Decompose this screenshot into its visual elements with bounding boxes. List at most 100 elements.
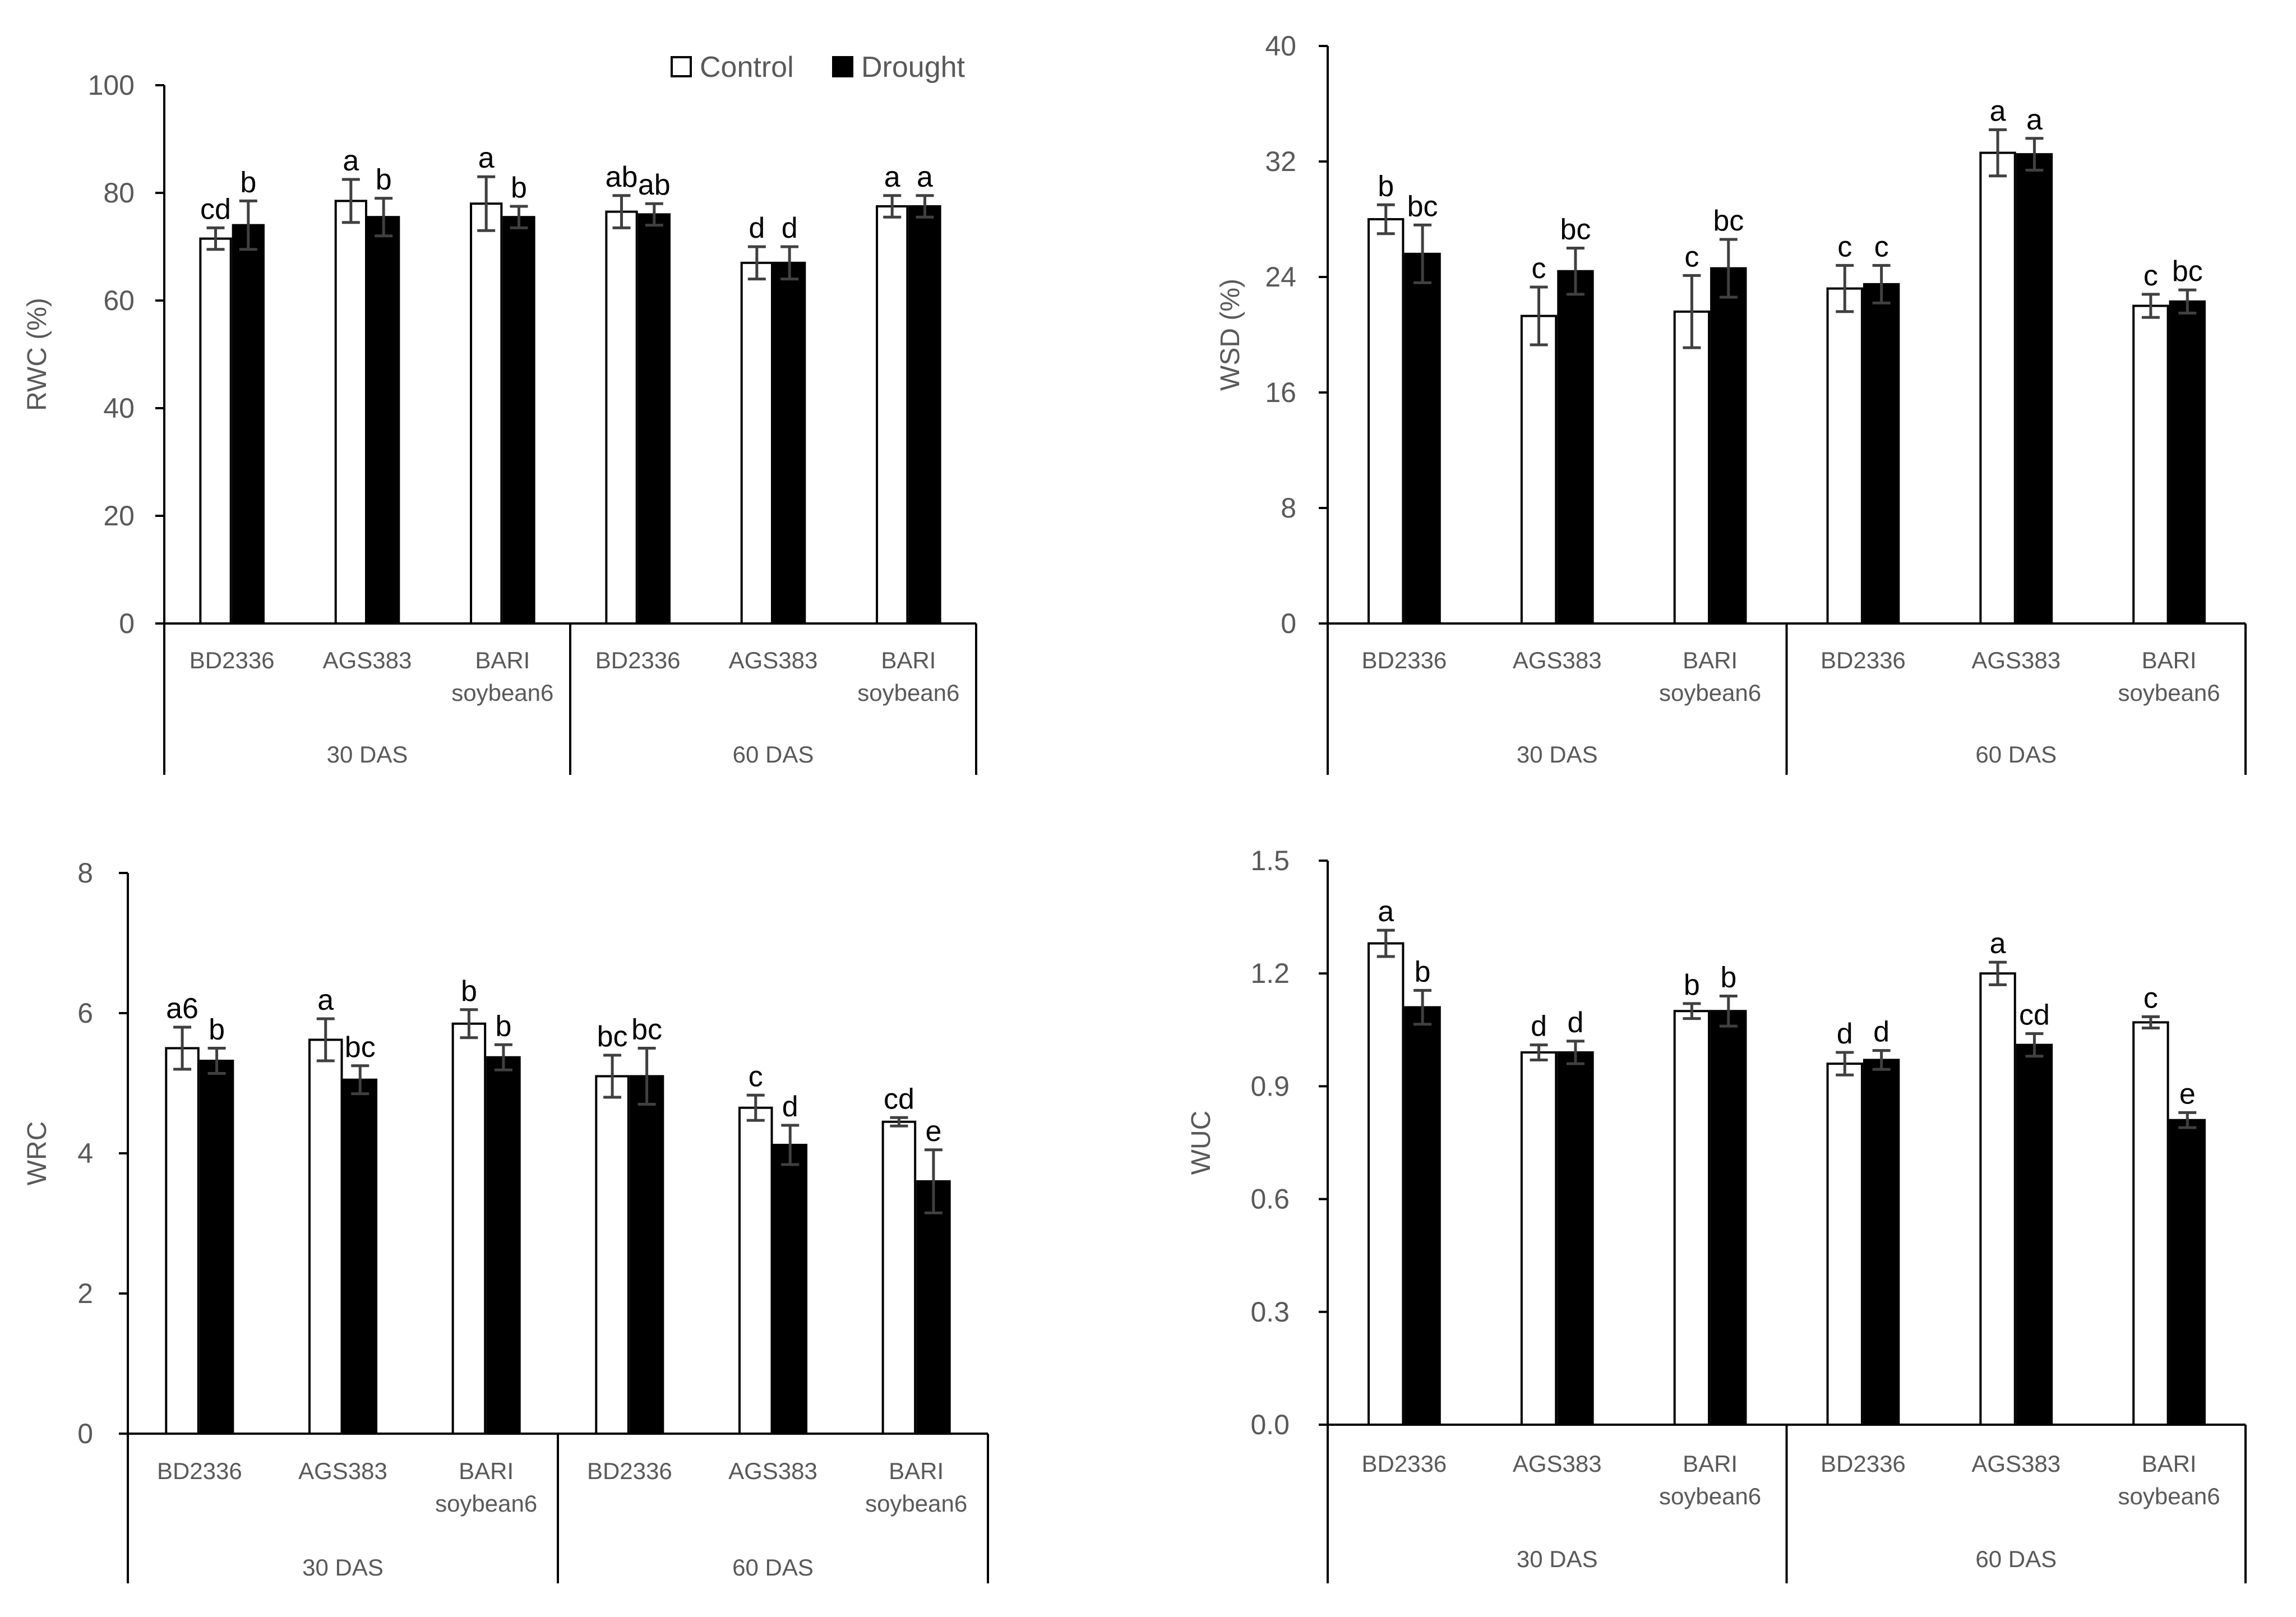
wuc-significance-label: b: [1415, 955, 1431, 988]
wrc-category-label: BARI soybean6: [435, 1458, 537, 1517]
rwc-bar-control: [740, 261, 773, 625]
rwc-category-label: BARI soybean6: [857, 647, 959, 706]
wrc-significance-label: e: [925, 1115, 941, 1148]
rwc-significance-label: cd: [200, 193, 231, 225]
wuc-bar-control: [2132, 1021, 2169, 1426]
legend-drought-swatch: [832, 56, 853, 77]
rwc-bar-drought: [908, 205, 941, 625]
rwc-significance-label: b: [376, 164, 392, 196]
rwc-category-label: BARI soybean6: [451, 647, 553, 706]
wrc-bar-control: [451, 1022, 487, 1435]
wrc-category-label: AGS383: [728, 1458, 817, 1484]
wuc-bar-control: [1673, 1010, 1711, 1426]
rwc-chart: 0 20 40 60 80 100 RWC (%) BD2336 AGS383 BARI soybe…: [22, 70, 977, 775]
wuc-y-tick-label: 0.9: [1250, 1070, 1290, 1102]
wuc-significance-label: e: [2179, 1078, 2196, 1110]
wsd-significance-label: bc: [1713, 205, 1744, 237]
wsd-category-label: BD2336: [1362, 647, 1447, 673]
wsd-y-tick-label: 32: [1265, 146, 1296, 177]
wsd-category-label: AGS383: [1971, 647, 2061, 673]
wsd-y-tick-label: 40: [1265, 30, 1296, 62]
wuc-significance-label: a: [1990, 927, 2006, 960]
wsd-bar-control: [2132, 304, 2169, 625]
wsd-bar-drought: [1404, 252, 1441, 625]
wuc-bar-control: [1520, 1051, 1558, 1426]
rwc-group-label: 60 DAS: [733, 741, 814, 768]
rwc-bar-control: [470, 202, 503, 625]
rwc-bar-control: [334, 200, 368, 625]
wrc-chart: 0 2 4 6 8 WRC BD2336 AGS383 BARI soybean6 BD2336 AG…: [22, 857, 989, 1583]
wsd-bar-control: [1368, 218, 1405, 625]
wuc-y-tick-label: 0.3: [1250, 1296, 1290, 1328]
wuc-y-tick-label: 0.0: [1250, 1409, 1290, 1440]
wuc-y-tick-label: 0.6: [1250, 1184, 1290, 1215]
rwc-group-label: 30 DAS: [327, 741, 408, 768]
wuc-y-tick-label: 1.5: [1250, 845, 1290, 876]
wuc-significance-label: b: [1720, 961, 1736, 994]
legend-control-label: Control: [700, 51, 794, 84]
wuc-bar-drought: [1404, 1006, 1441, 1426]
wsd-significance-label: c: [1532, 252, 1546, 285]
rwc-category-label: AGS383: [323, 647, 412, 673]
rwc-bar-drought: [637, 213, 671, 625]
wuc-significance-label: d: [1873, 1016, 1890, 1048]
wrc-y-axis-title: WRC: [22, 1121, 52, 1186]
wsd-category-label: AGS383: [1513, 647, 1602, 673]
rwc-y-tick-label: 80: [103, 177, 135, 209]
rwc-y-tick-label: 40: [103, 392, 135, 424]
wuc-group-label: 30 DAS: [1517, 1546, 1598, 1572]
wsd-category-label: BARI soybean6: [1659, 647, 1761, 706]
wrc-significance-label: a: [317, 984, 334, 1017]
legend: Control Drought: [671, 51, 965, 84]
wuc-significance-label: d: [1531, 1010, 1547, 1043]
wrc-significance-label: cd: [884, 1083, 914, 1115]
wsd-chart: 0 8 16 24 32 40 WSD (%) BD2336 AGS383 BARI soybean…: [1216, 30, 2247, 775]
wuc-significance-label: a: [1378, 895, 1394, 928]
wsd-bar-drought: [1710, 267, 1747, 625]
wrc-y-tick-label: 4: [77, 1138, 93, 1169]
wsd-significance-label: c: [1837, 230, 1852, 263]
wuc-chart: 0.0 0.3 0.6 0.9 1.2 1.5 WUC BD2336 AGS383 BARI soy…: [1186, 845, 2247, 1583]
wrc-significance-label: b: [495, 1010, 511, 1042]
rwc-significance-label: d: [749, 212, 765, 244]
wrc-y-tick-label: 8: [77, 857, 93, 889]
wsd-significance-label: bc: [1407, 190, 1438, 223]
wrc-bar-control: [738, 1106, 773, 1435]
wuc-category-label: BD2336: [1821, 1450, 1906, 1477]
wuc-category-label: AGS383: [1971, 1450, 2061, 1477]
rwc-significance-label: a: [343, 145, 359, 177]
wsd-bar-drought: [1863, 283, 1900, 625]
wrc-significance-label: d: [782, 1091, 798, 1123]
wuc-significance-label: b: [1684, 969, 1700, 1001]
rwc-significance-label: a: [884, 161, 900, 193]
rwc-bar-drought: [502, 216, 535, 625]
wrc-bar-drought: [629, 1075, 664, 1435]
wsd-significance-label: c: [1874, 230, 1889, 263]
wsd-significance-label: bc: [1560, 214, 1591, 246]
rwc-bar-drought: [367, 216, 400, 625]
rwc-significance-label: b: [240, 166, 256, 198]
wsd-bar-control: [1979, 151, 2016, 625]
wsd-category-label: BD2336: [1821, 647, 1906, 673]
wuc-bar-drought: [1710, 1010, 1747, 1426]
wsd-bar-drought: [2016, 153, 2053, 625]
wuc-bar-control: [1826, 1062, 1863, 1426]
wuc-significance-label: d: [1837, 1018, 1853, 1050]
wuc-bar-control: [1979, 972, 2016, 1426]
wuc-category-label: BARI soybean6: [1659, 1450, 1761, 1509]
legend-control-swatch: [671, 56, 692, 77]
wsd-y-tick-label: 0: [1281, 608, 1296, 639]
wsd-y-tick-label: 24: [1265, 261, 1296, 293]
wsd-category-label: BARI soybean6: [2118, 647, 2220, 706]
wuc-category-label: AGS383: [1513, 1450, 1602, 1477]
rwc-bar-control: [199, 237, 232, 625]
wrc-y-tick-label: 2: [77, 1278, 93, 1309]
wsd-y-tick-label: 8: [1281, 492, 1296, 524]
rwc-bar-control: [876, 205, 909, 625]
wrc-category-label: BARI soybean6: [865, 1458, 967, 1517]
wuc-bar-drought: [2169, 1119, 2206, 1426]
wrc-y-tick-label: 0: [77, 1418, 93, 1449]
rwc-bar-control: [605, 210, 638, 625]
wuc-bar-drought: [1863, 1059, 1900, 1426]
